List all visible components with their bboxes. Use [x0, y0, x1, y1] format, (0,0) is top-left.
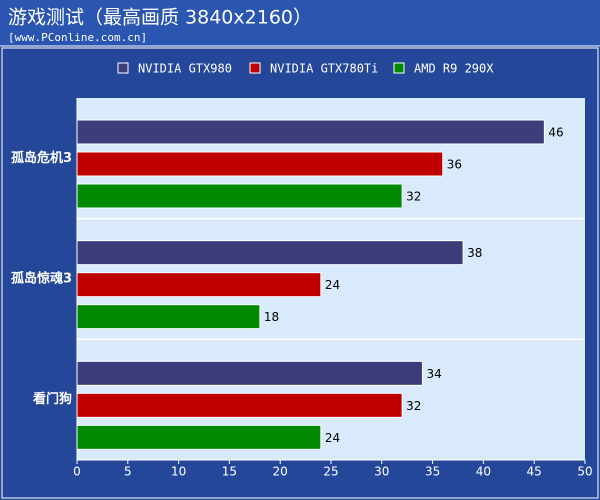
legend-label: NVIDIA GTX780Ti — [270, 62, 378, 76]
bar — [76, 151, 444, 177]
value-label: 38 — [467, 246, 482, 260]
bar — [76, 392, 403, 418]
bar — [76, 304, 261, 330]
x-tick-label: 0 — [73, 465, 81, 479]
category-label: 孤岛危机3 — [11, 150, 72, 166]
bar — [76, 424, 322, 450]
legend-swatch — [117, 62, 129, 74]
value-label: 18 — [264, 310, 279, 324]
value-label: 34 — [426, 367, 441, 381]
x-tick-label: 5 — [124, 465, 132, 479]
legend-swatch — [249, 62, 261, 74]
chart-title: 游戏测试（最高画质 3840x2160） — [8, 7, 312, 29]
category-label: 看门狗 — [33, 391, 72, 407]
x-tick-label: 40 — [476, 465, 491, 479]
x-tick-label: 35 — [425, 465, 440, 479]
bar — [76, 119, 545, 145]
x-tick-label: 15 — [222, 465, 237, 479]
legend-label: NVIDIA GTX980 — [138, 62, 232, 76]
legend-swatch — [393, 62, 405, 74]
header-band — [0, 0, 600, 46]
bar — [76, 360, 423, 386]
bar — [76, 272, 322, 298]
chart-subtitle: [www.PConline.com.cn] — [8, 31, 147, 44]
value-label: 24 — [325, 278, 340, 292]
frame — [1, 47, 599, 499]
x-tick-label: 10 — [171, 465, 186, 479]
x-tick-label: 45 — [527, 465, 542, 479]
x-tick-label: 25 — [323, 465, 338, 479]
value-label: 32 — [406, 399, 421, 413]
value-label: 36 — [447, 158, 462, 172]
x-tick-label: 50 — [577, 465, 592, 479]
bar — [76, 240, 464, 266]
x-tick-label: 30 — [374, 465, 389, 479]
value-label: 46 — [548, 126, 563, 140]
value-label: 32 — [406, 190, 421, 204]
category-label: 孤岛惊魂3 — [11, 271, 72, 287]
value-label: 24 — [325, 431, 340, 445]
x-tick-label: 20 — [273, 465, 288, 479]
bar — [76, 183, 403, 209]
legend-label: AMD R9 290X — [414, 62, 494, 76]
